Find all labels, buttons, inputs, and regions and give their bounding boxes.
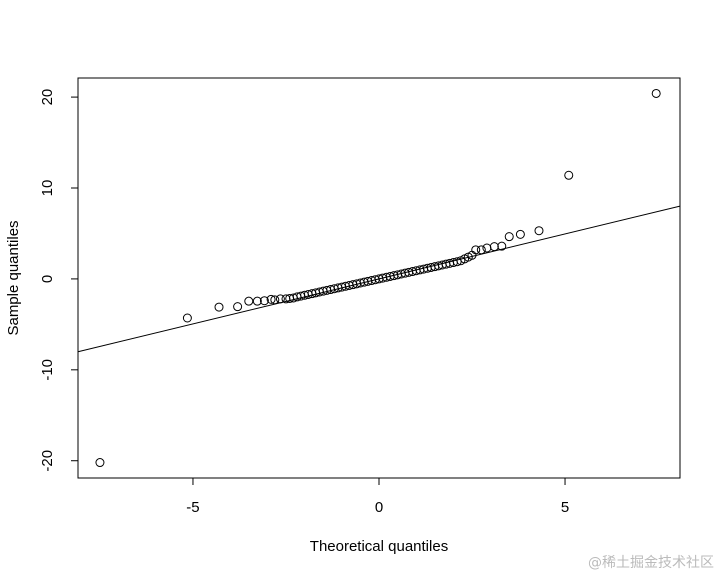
point bbox=[244, 296, 254, 306]
point bbox=[564, 170, 574, 180]
point bbox=[95, 458, 105, 468]
point bbox=[504, 232, 514, 242]
point bbox=[489, 242, 499, 252]
point bbox=[515, 229, 525, 239]
x-tick-label: 5 bbox=[561, 499, 569, 516]
point bbox=[214, 302, 224, 312]
point bbox=[476, 245, 486, 255]
point bbox=[471, 245, 481, 255]
point bbox=[651, 88, 661, 98]
y-tick-label: 0 bbox=[39, 275, 56, 283]
point bbox=[275, 294, 285, 304]
point bbox=[233, 302, 243, 312]
point bbox=[482, 243, 492, 253]
x-tick-label: 0 bbox=[375, 499, 383, 516]
point bbox=[182, 313, 192, 323]
y-tick-label: 20 bbox=[39, 89, 56, 106]
y-tick-label: -10 bbox=[39, 359, 56, 381]
point bbox=[497, 241, 507, 251]
watermark: @稀土掘金技术社区 bbox=[588, 555, 714, 571]
x-tick-label: -5 bbox=[186, 499, 199, 516]
y-axis-label: Sample quantiles bbox=[5, 220, 22, 335]
point bbox=[534, 226, 544, 236]
point bbox=[270, 295, 280, 305]
x-axis-label: Theoretical quantiles bbox=[310, 538, 448, 555]
point bbox=[252, 296, 262, 306]
y-tick-label: -20 bbox=[39, 450, 56, 472]
y-tick-label: 10 bbox=[39, 180, 56, 197]
point bbox=[259, 296, 269, 306]
point bbox=[266, 294, 276, 304]
